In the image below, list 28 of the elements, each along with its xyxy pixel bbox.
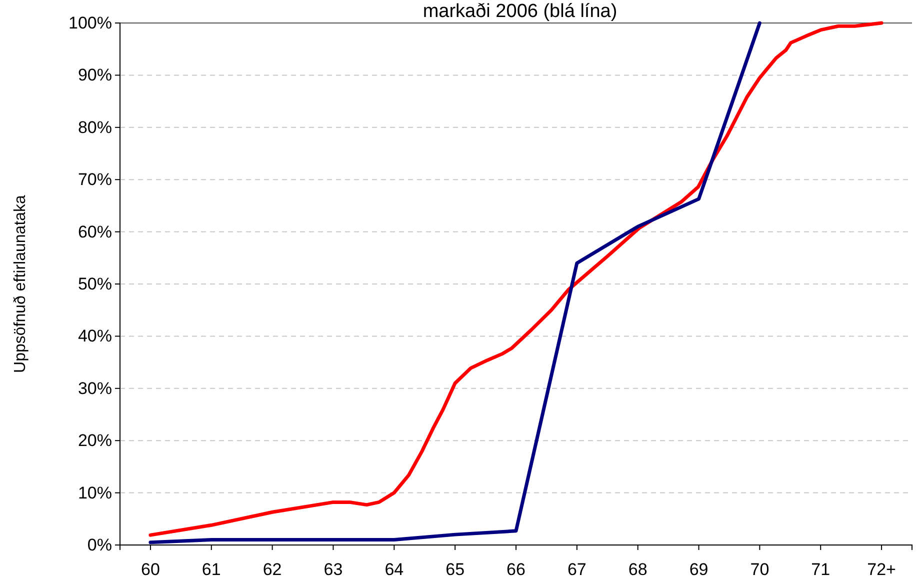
y-tick-label: 30%: [78, 378, 112, 398]
line-series: [148, 21, 762, 544]
x-tick-label: 63: [324, 560, 343, 580]
chart-title: markaði 2006 (blá lína): [422, 1, 618, 22]
x-tick-label: 68: [628, 560, 648, 580]
y-tick-label: 70%: [78, 170, 112, 190]
y-tick-label: 50%: [78, 274, 112, 294]
x-tick-label: 61: [202, 560, 221, 580]
y-tick-label: 40%: [78, 326, 112, 346]
y-tick-label: 60%: [78, 222, 112, 242]
y-tick-label: 90%: [78, 66, 112, 85]
x-tick-label: 65: [446, 560, 465, 580]
x-tick-label: 64: [384, 560, 404, 580]
line-series: [148, 21, 884, 537]
x-tick-label: 69: [689, 560, 708, 580]
x-tick-label: 60: [141, 560, 160, 580]
y-tick-label: 0%: [87, 535, 112, 554]
x-tick-label: 62: [262, 560, 282, 580]
x-tick-label: 67: [567, 560, 586, 580]
x-tick-label: 70: [750, 560, 770, 580]
x-tick-label: 72+: [867, 560, 896, 580]
x-tick-label: 66: [506, 560, 526, 580]
y-tick-label: 100%: [68, 13, 112, 32]
y-axis-title: Uppsöfnuð eftirlaunataka: [12, 194, 29, 373]
y-tick-label: 20%: [78, 431, 112, 450]
x-tick-label: 71: [811, 560, 830, 580]
y-tick-label: 80%: [78, 118, 112, 137]
y-tick-label: 10%: [78, 483, 112, 502]
